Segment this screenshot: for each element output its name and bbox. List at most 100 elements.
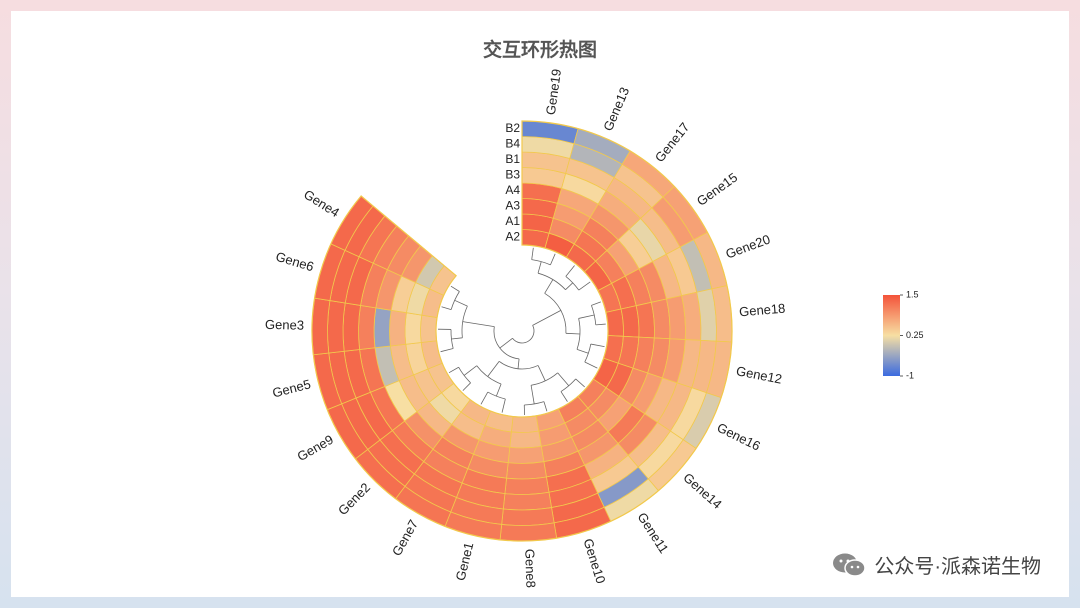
track-label-a2: A2 [505, 229, 520, 243]
dendrogram-branch [530, 385, 535, 405]
dendrogram-branch [501, 398, 506, 413]
track-label-a1: A1 [505, 214, 520, 228]
dendrogram-branch [565, 265, 575, 277]
chart-card: 交互环形热图 A2 A1 A3 A4 B3 B1 B4 B2 Gene19 Gene13 Gene… [11, 11, 1069, 597]
dendrogram-branch [578, 281, 591, 291]
heatmap-cell-gene18-a3 [635, 301, 655, 339]
dendrogram-branch [517, 358, 520, 369]
dendrogram-branch [537, 365, 546, 382]
gene-label-gene14: Gene14 [680, 470, 725, 512]
color-legend: 1.5 0.25 -1 [883, 289, 924, 380]
dendrogram-branch [590, 343, 605, 348]
dendrogram-branch [499, 337, 513, 349]
heatmap-cell-gene3-a4 [373, 307, 392, 349]
dendrogram-branch [576, 349, 589, 354]
heatmap-cell-gene8-b4 [501, 507, 555, 526]
watermark-text: 公众号·派森诺生物 [874, 556, 1041, 578]
dendrogram-arc [458, 367, 471, 384]
gene-label-gene3: Gene3 [265, 317, 304, 333]
dendrogram-branch [454, 299, 468, 307]
gene-label-gene17: Gene17 [652, 120, 693, 165]
dendrogram-arc [461, 305, 468, 338]
dendrogram-branch [584, 361, 598, 369]
gene-label-gene11: Gene11 [635, 510, 672, 556]
dendrogram-branch [578, 314, 595, 319]
track-label-a4: A4 [505, 183, 520, 197]
dendrogram-branch [595, 323, 606, 326]
gene-label-gene7: Gene7 [389, 517, 421, 558]
dendrogram-branch [440, 348, 454, 353]
gene-label-gene4: Gene4 [301, 187, 342, 221]
gene-label-gene20: Gene20 [724, 232, 773, 262]
dendrogram [438, 247, 606, 415]
heatmap-cell-gene18-a1 [620, 305, 640, 338]
dendrogram-branch [544, 279, 554, 294]
gene-label-gene16: Gene16 [715, 420, 763, 454]
dendrogram-branch [463, 365, 478, 376]
dendrogram-branch [495, 383, 502, 397]
chart-title: 交互环形热图 [483, 38, 597, 61]
legend-tick-label: 0.25 [906, 330, 924, 340]
dendrogram-branch [565, 282, 574, 290]
dendrogram-branch [450, 285, 460, 292]
gene-label-gene13: Gene13 [600, 85, 632, 133]
dendrogram-branch [462, 321, 495, 328]
heatmap-cell-gene8-b2 [499, 522, 558, 542]
heatmap-cell-gene3-a1 [404, 312, 423, 345]
watermark: 公众号·派森诺生物 [832, 550, 1041, 579]
track-label-b2: B2 [505, 121, 520, 135]
gene-label-gene1: Gene1 [453, 541, 477, 582]
track-label-a3: A3 [505, 198, 520, 212]
gene-label-gene15: Gene15 [694, 170, 740, 209]
track-label-b1: B1 [505, 152, 520, 166]
gene-label-gene9: Gene9 [295, 432, 336, 464]
legend-tick-label: 1.5 [906, 289, 919, 299]
legend-colorbar [883, 295, 900, 376]
track-label-b3: B3 [505, 167, 520, 181]
dendrogram-branch [451, 337, 463, 340]
dendrogram-arc [487, 391, 506, 400]
heatmap-cell-gene8-a2 [510, 415, 540, 433]
heatmap-border [311, 120, 733, 542]
heatmap-cell-gene3-a3 [389, 309, 407, 347]
dendrogram-branch [537, 261, 542, 274]
heatmap-cell-gene3-b2 [311, 297, 331, 356]
dendrogram-branch [441, 306, 452, 311]
heatmap-cell-gene3-b3 [358, 304, 377, 350]
heatmap-cell-gene18-a4 [650, 298, 671, 340]
dendrogram-branch [532, 309, 562, 326]
gene-label-gene19: Gene19 [543, 68, 564, 116]
track-label-b4: B4 [505, 136, 520, 150]
gene-label-gene18: Gene18 [739, 301, 786, 320]
dendrogram-arc [512, 325, 535, 344]
dendrogram-branch [487, 361, 500, 377]
gene-label-gene2: Gene2 [335, 480, 373, 518]
dendrogram-branch [531, 247, 534, 260]
gene-label-gene10: Gene10 [580, 537, 608, 586]
dendrogram-arc [591, 305, 597, 325]
dendrogram-branch [462, 382, 471, 391]
heatmap-cell-gene8-a3 [507, 445, 545, 464]
dendrogram-branch [591, 301, 601, 306]
wechat-icon [833, 553, 867, 577]
dendrogram-branch [480, 391, 489, 405]
gene-label-gene8: Gene8 [522, 549, 538, 588]
gene-label-gene5: Gene5 [271, 376, 313, 400]
gene-label-gene6: Gene6 [274, 249, 316, 275]
dendrogram-arc [584, 343, 592, 363]
dendrogram-branch [543, 401, 548, 412]
heatmap-cell-gene8-a1 [509, 430, 542, 449]
heatmap-cell-gene3-b4 [327, 300, 346, 354]
dendrogram-branch [565, 332, 580, 335]
heatmap-cell-gene8-a4 [506, 461, 547, 480]
heatmap-cell-gene3-b1 [342, 302, 361, 352]
dendrogram-branch [557, 372, 570, 387]
heatmap-rings [311, 120, 733, 542]
heatmap-cell-gene8-b1 [502, 491, 553, 511]
dendrogram-branch [550, 253, 556, 266]
gene-label-gene12: Gene12 [735, 363, 783, 386]
heatmap-cell-gene3-a2 [420, 314, 438, 343]
heatmap-cell-gene8-b3 [504, 476, 550, 495]
